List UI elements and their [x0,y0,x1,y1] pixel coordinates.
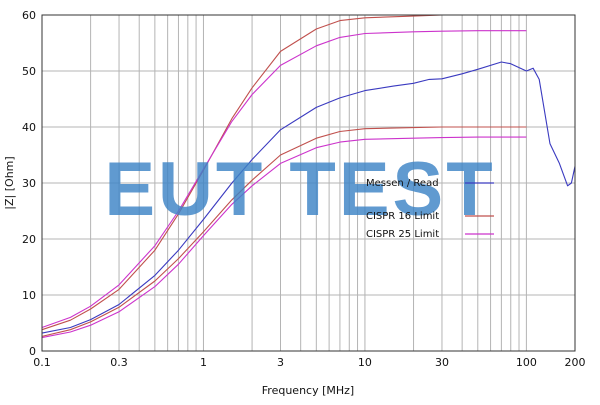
series-line-cispr-25-limit [41,30,527,329]
series-lines [41,14,576,339]
x-tick-label: 1 [200,356,207,369]
y-tick-label: 50 [22,65,36,78]
y-axis-title: |Z| [Ohm] [3,156,16,209]
x-tick-label: 200 [565,356,586,369]
series-line-cispr-16-limit [41,14,527,331]
x-axis-title: Frequency [MHz] [262,384,354,397]
x-tick-label: 100 [516,356,537,369]
legend-label: Messen / Read [366,178,439,189]
grid [41,14,576,352]
legend-label: CISPR 25 Limit [366,229,439,240]
legend-label: CISPR 16 Limit [366,211,439,222]
x-tick-label: 30 [435,356,449,369]
x-tick-label: 3 [277,356,284,369]
y-tick-label: 30 [22,177,36,190]
x-tick-label: 10 [358,356,372,369]
legend: Messen / Read CISPR 16 Limit CISPR 25 Limi… [366,178,494,240]
x-tick-label: 0.3 [110,356,128,369]
plot-frame [41,14,576,352]
tick-labels: 0.1 0.3 1 3 10 30 100 200 0 10 20 30 40 50 60 [22,9,586,369]
y-tick-label: 20 [22,233,36,246]
x-tick-label: 0.1 [33,356,51,369]
y-tick-label: 40 [22,121,36,134]
y-tick-label: 0 [29,345,36,358]
series-line-messen-read [41,61,576,334]
y-tick-label: 10 [22,289,36,302]
y-tick-label: 60 [22,9,36,22]
series-line-cispr-16-limit [41,126,527,337]
series-line-cispr-25-limit [41,136,527,339]
watermark: EUT TEST [104,147,495,232]
